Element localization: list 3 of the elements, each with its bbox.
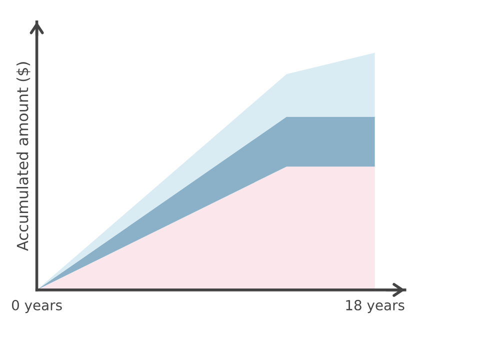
x-tick-label: 18 years xyxy=(346,300,404,314)
y-axis-title: Accumulated amount ($) xyxy=(16,62,30,251)
x-tick-label: 0 years xyxy=(12,300,62,314)
